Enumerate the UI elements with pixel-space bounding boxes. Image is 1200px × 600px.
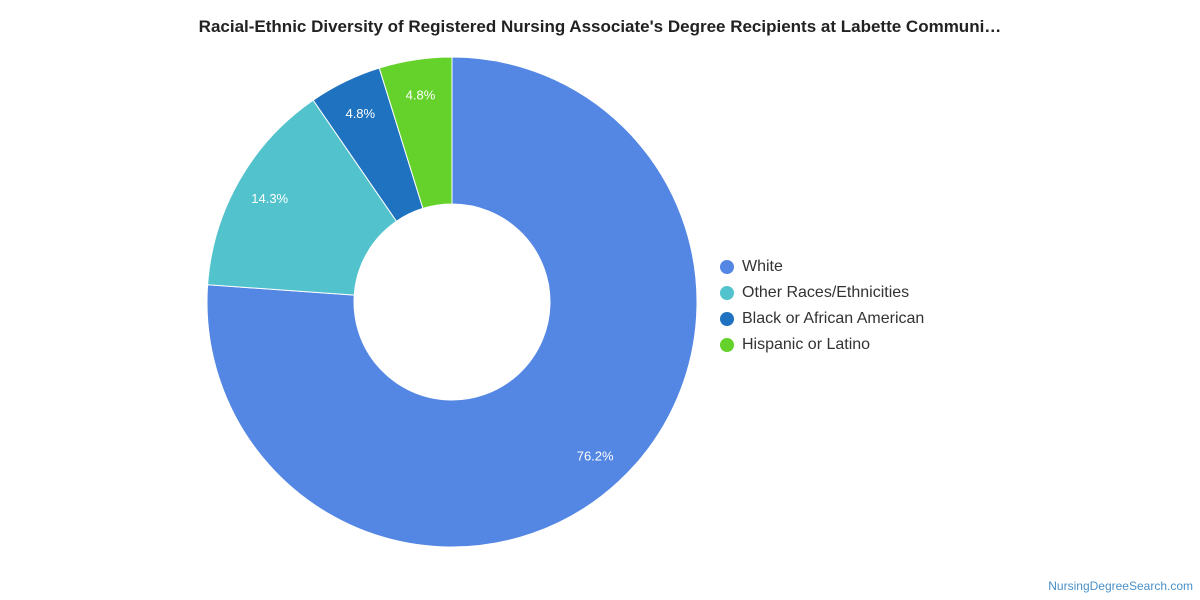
slice-data-label: 76.2% bbox=[577, 449, 614, 464]
legend-item-other-races[interactable]: Other Races/Ethnicities bbox=[720, 280, 924, 306]
legend-label: Other Races/Ethnicities bbox=[742, 284, 910, 301]
legend-label: Hispanic or Latino bbox=[742, 336, 871, 353]
slice-data-label: 4.8% bbox=[406, 87, 436, 102]
legend: White Other Races/Ethnicities Black or A… bbox=[720, 254, 924, 358]
legend-item-white[interactable]: White bbox=[720, 254, 924, 280]
legend-label: Black or African American bbox=[742, 310, 925, 327]
slice-other-races-ethnicities[interactable] bbox=[207, 99, 398, 296]
watermark-link[interactable]: NursingDegreeSearch.com bbox=[1048, 579, 1193, 593]
slice-data-label: 14.3% bbox=[251, 191, 288, 206]
legend-marker bbox=[720, 260, 734, 274]
legend-item-hispanic[interactable]: Hispanic or Latino bbox=[720, 332, 924, 358]
slice-data-label: 4.8% bbox=[345, 106, 375, 121]
legend-item-black[interactable]: Black or African American bbox=[720, 306, 924, 332]
chart-title: Racial-Ethnic Diversity of Registered Nu… bbox=[198, 17, 1002, 36]
legend-marker bbox=[720, 286, 734, 300]
slice-white[interactable] bbox=[206, 56, 698, 548]
legend-marker bbox=[720, 338, 734, 352]
legend-marker bbox=[720, 312, 734, 326]
slice-hispanic-or-latino[interactable] bbox=[378, 56, 453, 210]
legend-label: White bbox=[742, 258, 783, 275]
